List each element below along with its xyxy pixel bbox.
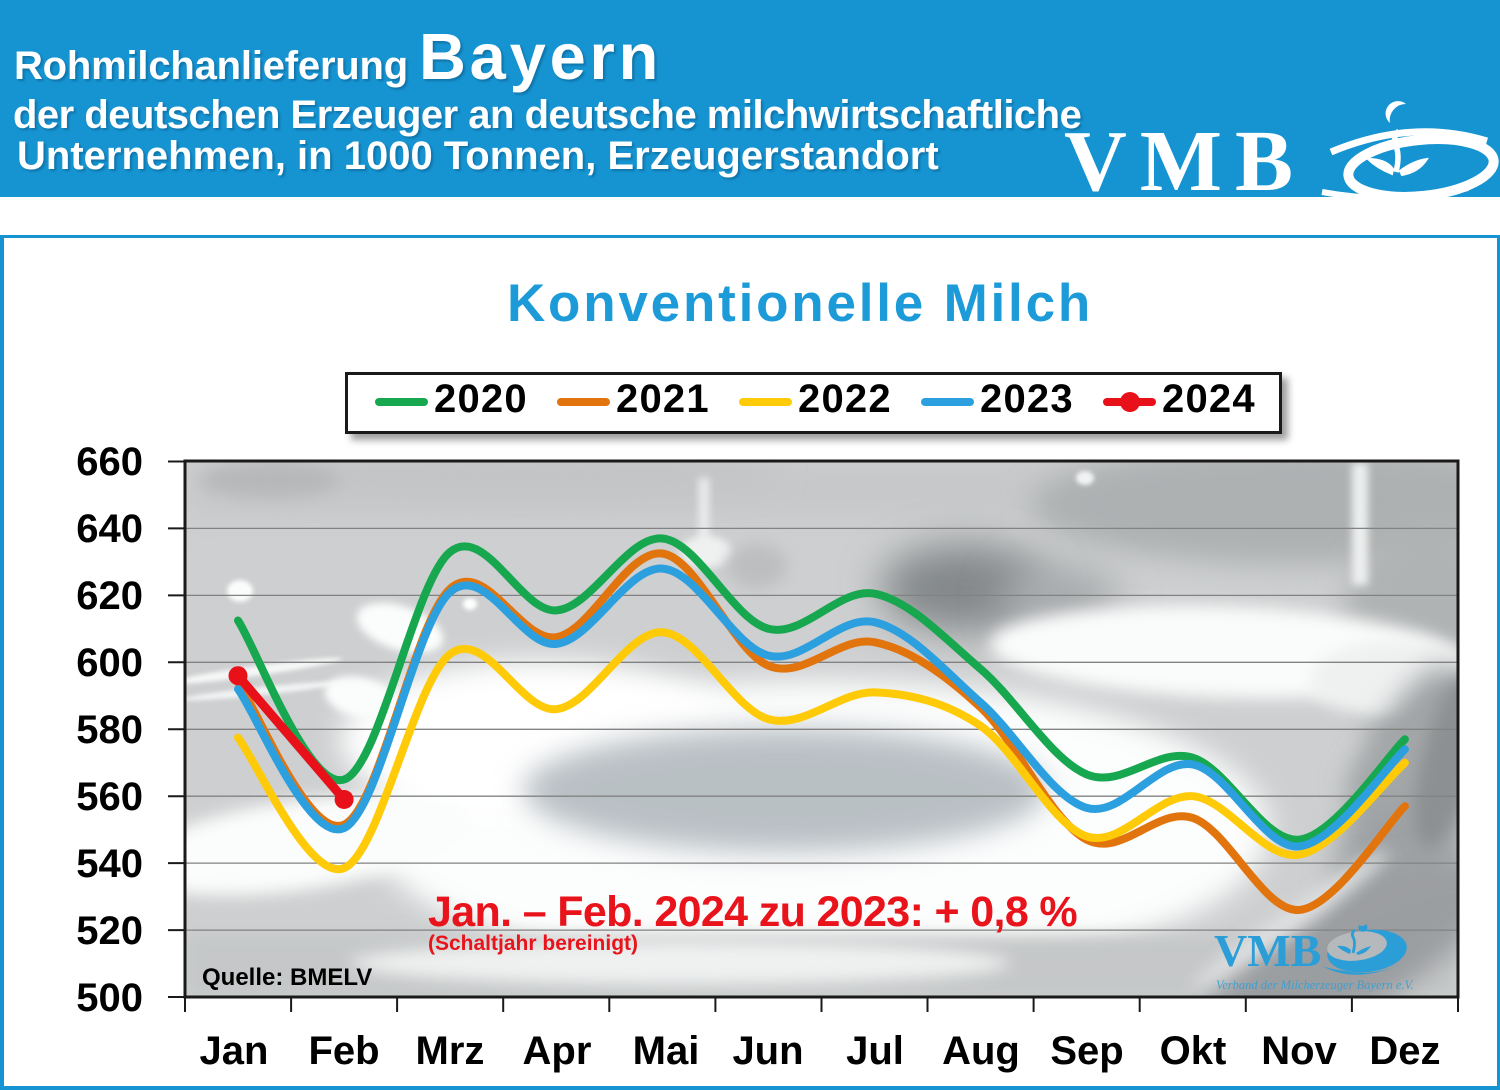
- svg-text:Jul: Jul: [846, 1029, 904, 1073]
- svg-text:500: 500: [76, 976, 143, 1020]
- svg-text:640: 640: [76, 507, 143, 551]
- svg-text:660: 660: [76, 440, 143, 484]
- svg-text:VMB: VMB: [1214, 925, 1321, 976]
- svg-text:Nov: Nov: [1261, 1029, 1337, 1073]
- svg-text:Mrz: Mrz: [416, 1029, 485, 1073]
- svg-text:Verband der Milcherzeuger Baye: Verband der Milcherzeuger Bayern e.V.: [1216, 978, 1414, 992]
- svg-text:Okt: Okt: [1160, 1029, 1227, 1073]
- svg-text:Apr: Apr: [523, 1029, 592, 1073]
- svg-text:Jun: Jun: [732, 1029, 803, 1073]
- svg-text:560: 560: [76, 775, 143, 819]
- svg-text:520: 520: [76, 909, 143, 953]
- svg-text:Sep: Sep: [1050, 1029, 1123, 1073]
- svg-text:600: 600: [76, 641, 143, 685]
- svg-text:580: 580: [76, 708, 143, 752]
- svg-text:Mai: Mai: [633, 1029, 700, 1073]
- svg-text:Jan. – Feb. 2024 zu 2023: + 0,: Jan. – Feb. 2024 zu 2023: + 0,8 %: [428, 888, 1077, 936]
- svg-text:540: 540: [76, 842, 143, 886]
- svg-text:Dez: Dez: [1369, 1029, 1440, 1073]
- svg-text:Jan: Jan: [200, 1029, 269, 1073]
- svg-text:620: 620: [76, 574, 143, 618]
- svg-text:VMB: VMB: [1064, 112, 1306, 209]
- svg-text:(Schaltjahr bereinigt): (Schaltjahr bereinigt): [428, 932, 638, 955]
- svg-text:Feb: Feb: [308, 1029, 379, 1073]
- svg-text:Aug: Aug: [942, 1029, 1020, 1073]
- svg-text:Quelle: BMELV: Quelle: BMELV: [202, 964, 372, 991]
